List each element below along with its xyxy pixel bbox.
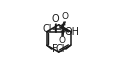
Text: Cl: Cl bbox=[43, 24, 52, 34]
Text: Cl: Cl bbox=[56, 44, 65, 54]
Text: OH: OH bbox=[64, 27, 79, 37]
Text: S: S bbox=[59, 24, 66, 34]
Text: F: F bbox=[52, 44, 58, 54]
Text: O: O bbox=[62, 12, 69, 21]
Text: O: O bbox=[59, 36, 66, 45]
Text: O: O bbox=[52, 14, 60, 24]
